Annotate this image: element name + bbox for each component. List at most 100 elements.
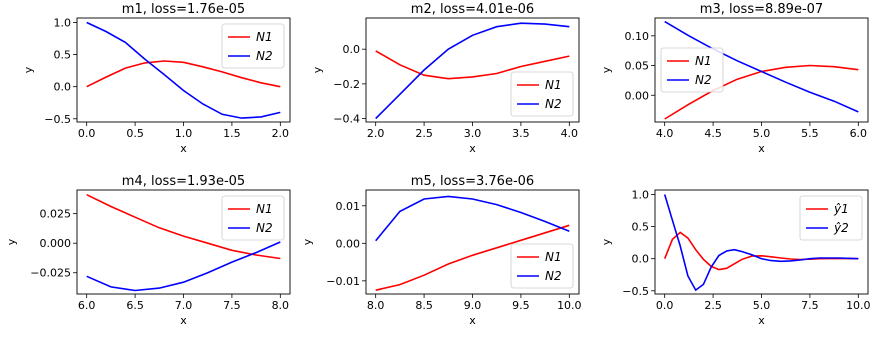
- legend-label: ŷ2: [833, 221, 849, 235]
- x-axis-label: x: [758, 314, 765, 327]
- y-tick-label: −0.01: [326, 275, 360, 288]
- legend-label: N2: [256, 221, 273, 235]
- x-axis-label: x: [469, 142, 476, 155]
- y-axis-label: y: [600, 66, 613, 73]
- series-line-2: [375, 22, 570, 120]
- x-tick-label: 4.0: [561, 127, 579, 140]
- series-line-1: [375, 50, 570, 80]
- series-line-2: [663, 194, 859, 292]
- y-tick-label: 0.5: [632, 221, 650, 234]
- y-axis-label: y: [301, 238, 314, 245]
- x-tick-label: 4.5: [704, 127, 722, 140]
- x-tick-label: 7.5: [801, 299, 819, 312]
- x-tick-label: 3.5: [512, 127, 530, 140]
- legend-label: N1: [695, 54, 712, 68]
- x-axis-label: x: [180, 142, 187, 155]
- y-axis-label: y: [22, 66, 35, 73]
- chart-title: m4, loss=1.93e-05: [122, 174, 245, 189]
- x-tick-label: 8.0: [272, 299, 290, 312]
- series-line-1: [86, 193, 281, 260]
- x-tick-label: 9.0: [464, 299, 482, 312]
- x-axis-label: x: [469, 314, 476, 327]
- x-tick-label: 2.5: [704, 299, 722, 312]
- y-axis-label: y: [311, 66, 324, 73]
- legend-label: N2: [545, 97, 562, 111]
- x-axis-label: x: [758, 142, 765, 155]
- y-tick-label: −0.025: [30, 267, 71, 280]
- x-tick-label: 6.0: [850, 127, 868, 140]
- x-tick-label: 5.0: [753, 299, 771, 312]
- x-axis-label: x: [180, 314, 187, 327]
- y-tick-label: 0.000: [40, 237, 72, 250]
- series-line-2: [86, 21, 281, 119]
- series-line-1: [86, 60, 281, 88]
- series-line-2: [375, 195, 570, 242]
- chart-panel-1: m1, loss=1.76e-05 0.0 0.5 1.0 1.5 2.0 −0.5 0.0 0…: [22, 2, 291, 155]
- x-tick-label: 8.5: [415, 299, 433, 312]
- chart-panel-5: m5, loss=3.76e-06 8.0 8.5 9.0 9.5 10.0 −0.01 0.…: [301, 174, 582, 327]
- legend-frame: [221, 23, 285, 69]
- y-tick-label: 0.01: [336, 200, 361, 213]
- chart-title: m1, loss=1.76e-05: [122, 2, 245, 17]
- x-tick-label: 8.0: [367, 299, 385, 312]
- y-axis-label: y: [600, 238, 613, 245]
- series-line-1: [375, 224, 570, 291]
- y-tick-label: −0.5: [44, 113, 71, 126]
- y-tick-label: −0.4: [333, 113, 360, 126]
- series-line-2: [86, 241, 281, 292]
- y-tick-label: 0.10: [625, 30, 650, 43]
- x-tick-label: 5.0: [753, 127, 771, 140]
- y-tick-label: 0.0: [343, 43, 361, 56]
- legend-label: N1: [545, 250, 562, 264]
- x-tick-label: 2.0: [272, 127, 290, 140]
- y-tick-label: 0.5: [54, 49, 72, 62]
- legend-frame: [510, 243, 574, 289]
- chart-title: m2, loss=4.01e-06: [411, 2, 534, 17]
- x-tick-label: 7.5: [223, 299, 241, 312]
- x-tick-label: 2.5: [415, 127, 433, 140]
- legend-label: N2: [256, 49, 273, 63]
- legend-frame: [660, 47, 724, 93]
- x-tick-label: 7.0: [175, 299, 193, 312]
- x-tick-label: 4.0: [656, 127, 674, 140]
- series-line-2: [664, 20, 859, 113]
- x-tick-label: 10.0: [557, 299, 582, 312]
- x-tick-label: 2.0: [367, 127, 385, 140]
- y-tick-label: −0.2: [333, 78, 360, 91]
- legend-label: N1: [256, 30, 273, 44]
- x-tick-label: 9.5: [512, 299, 530, 312]
- y-tick-label: 0.00: [625, 89, 650, 102]
- x-tick-label: 6.0: [78, 299, 96, 312]
- y-tick-label: 1.0: [54, 16, 72, 29]
- y-tick-label: −0.5: [622, 285, 649, 298]
- x-tick-label: 3.0: [464, 127, 482, 140]
- chart-title: m5, loss=3.76e-06: [411, 174, 534, 189]
- x-tick-label: 0.5: [126, 127, 144, 140]
- x-tick-label: 5.5: [801, 127, 819, 140]
- legend-frame: [799, 195, 863, 241]
- legend-label: N1: [545, 78, 562, 92]
- x-tick-label: 0.0: [656, 299, 674, 312]
- y-tick-label: 0.025: [40, 208, 72, 221]
- x-tick-label: 1.0: [175, 127, 193, 140]
- legend-label: N2: [545, 269, 562, 283]
- y-tick-label: 1.0: [632, 188, 650, 201]
- x-tick-label: 1.5: [223, 127, 241, 140]
- legend-label: N2: [695, 73, 712, 87]
- x-tick-label: 0.0: [78, 127, 96, 140]
- y-tick-label: 0.0: [54, 81, 72, 94]
- y-tick-label: 0.0: [632, 253, 650, 266]
- y-tick-label: 0.00: [336, 237, 361, 250]
- chart-panel-2: m2, loss=4.01e-06 2.0 2.5 3.0 3.5 4.0 −0.4 −0.2…: [311, 2, 580, 155]
- y-tick-label: 0.05: [625, 60, 650, 73]
- chart-panel-4: m4, loss=1.93e-05 6.0 6.5 7.0 7.5 8.0 −0.025 0.…: [5, 174, 291, 327]
- legend-frame: [510, 71, 574, 117]
